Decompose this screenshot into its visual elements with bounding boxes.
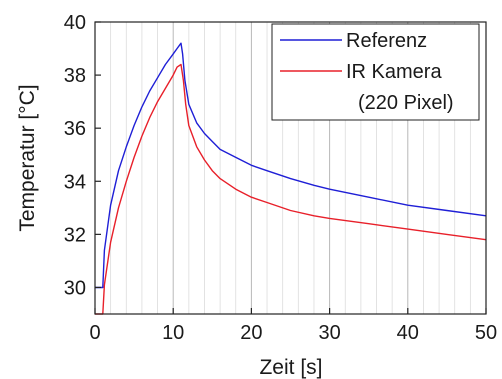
axis-layer: 0 10 20 30 40 50 30 32 34 36 38 40 <box>64 12 497 344</box>
x-tick-label: 40 <box>397 322 419 344</box>
legend-label: (220 Pixel) <box>358 92 454 114</box>
y-tick-label: 38 <box>64 65 86 87</box>
x-tick-label: 50 <box>475 322 497 344</box>
x-axis-title: Zeit [s] <box>259 356 322 379</box>
x-tick-label: 0 <box>89 322 100 344</box>
x-tick-label: 30 <box>318 322 340 344</box>
y-tick-label: 32 <box>64 224 86 246</box>
legend: Referenz IR Kamera (220 Pixel) <box>271 23 480 121</box>
series-line-referenz <box>95 42 487 289</box>
legend-label: Referenz <box>346 30 427 52</box>
y-tick-label: 36 <box>64 118 86 140</box>
y-tick-label: 40 <box>64 12 86 34</box>
y-axis-title: Temperatur [°C] <box>16 84 39 231</box>
x-tick-label: 10 <box>162 322 184 344</box>
series-layer <box>95 42 487 315</box>
y-tick-label: 34 <box>64 171 86 193</box>
plot-frame <box>94 21 487 315</box>
legend-label: IR Kamera <box>346 61 442 83</box>
series-line-ir-kamera <box>95 63 487 315</box>
y-tick-label: 30 <box>64 277 86 299</box>
x-tick-label: 20 <box>240 322 262 344</box>
